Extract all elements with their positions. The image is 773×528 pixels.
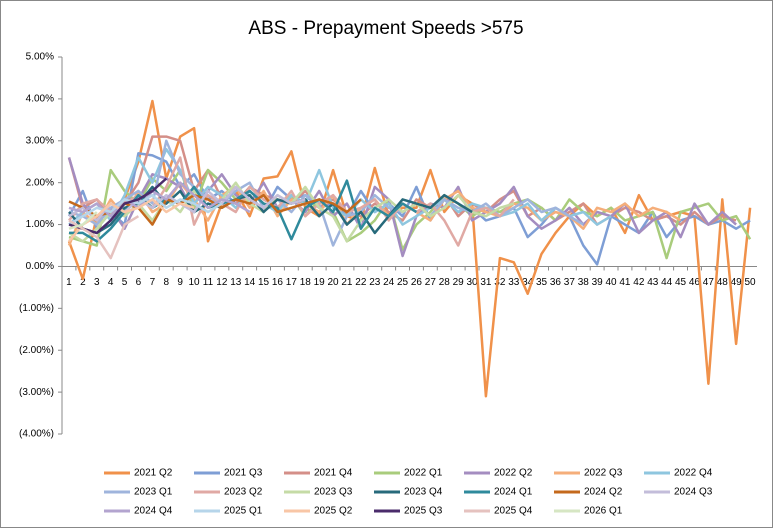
y-tick-label: (2.00%) <box>19 345 54 356</box>
x-tick-label: 9 <box>177 277 183 288</box>
series-line <box>68 193 223 226</box>
x-tick-label: 5 <box>122 277 128 288</box>
x-tick-label: 4 <box>108 277 114 288</box>
x-tick-label: 39 <box>592 277 604 288</box>
legend-label: 2024 Q3 <box>674 487 713 498</box>
x-tick-label: 41 <box>619 277 631 288</box>
x-tick-label: 38 <box>578 277 590 288</box>
x-tick-label: 20 <box>327 277 339 288</box>
y-tick-label: (4.00%) <box>19 429 54 440</box>
x-tick-label: 40 <box>605 277 617 288</box>
x-tick-label: 15 <box>258 277 270 288</box>
series-line <box>68 215 140 260</box>
legend-label: 2025 Q4 <box>494 506 533 517</box>
y-tick-label: 4.00% <box>26 94 54 105</box>
x-tick-label: 22 <box>355 277 367 288</box>
x-tick-label: 30 <box>466 277 478 288</box>
legend-label: 2022 Q3 <box>584 468 623 479</box>
x-tick-label: 13 <box>230 277 242 288</box>
legend-label: 2024 Q2 <box>584 487 623 498</box>
x-tick-label: 49 <box>731 277 743 288</box>
legend-label: 2024 Q1 <box>494 487 533 498</box>
legend-label: 2021 Q2 <box>134 468 173 479</box>
series-line <box>68 211 98 230</box>
x-tick-label: 48 <box>717 277 729 288</box>
x-tick-label: 25 <box>397 277 409 288</box>
legend-label: 2026 Q1 <box>584 506 623 517</box>
x-tick-label: 36 <box>550 277 562 288</box>
legend-label: 2025 Q3 <box>404 506 443 517</box>
x-tick-label: 23 <box>369 277 381 288</box>
x-tick-label: 17 <box>286 277 298 288</box>
legend-label: 2023 Q4 <box>404 487 443 498</box>
x-tick-label: 14 <box>244 277 256 288</box>
x-tick-label: 26 <box>411 277 423 288</box>
x-tick-label: 33 <box>508 277 520 288</box>
x-tick-label: 2 <box>80 277 86 288</box>
x-tick-label: 3 <box>94 277 100 288</box>
x-tick-label: 47 <box>703 277 715 288</box>
x-tick-label: 7 <box>150 277 156 288</box>
x-tick-label: 11 <box>203 277 214 288</box>
series-line <box>68 198 195 243</box>
legend-label: 2021 Q3 <box>224 468 263 479</box>
legend-label: 2022 Q1 <box>404 468 443 479</box>
x-tick-label: 43 <box>647 277 659 288</box>
legend-label: 2024 Q4 <box>134 506 173 517</box>
x-tick-label: 24 <box>383 277 395 288</box>
legend-label: 2025 Q2 <box>314 506 353 517</box>
legend-label: 2023 Q3 <box>314 487 353 498</box>
x-tick-label: 18 <box>300 277 312 288</box>
x-tick-label: 19 <box>314 277 326 288</box>
y-tick-label: (1.00%) <box>19 303 54 314</box>
x-tick-label: 42 <box>633 277 645 288</box>
x-tick-label: 45 <box>675 277 687 288</box>
x-tick-label: 46 <box>689 277 701 288</box>
y-tick-label: 3.00% <box>26 135 54 146</box>
y-tick-label: 2.00% <box>26 177 54 188</box>
x-tick-label: 37 <box>564 277 576 288</box>
x-tick-label: 32 <box>494 277 506 288</box>
x-tick-label: 6 <box>136 277 142 288</box>
x-tick-label: 50 <box>744 277 756 288</box>
x-tick-label: 27 <box>425 277 437 288</box>
series-line <box>67 135 737 226</box>
x-tick-label: 31 <box>480 277 492 288</box>
x-tick-label: 44 <box>661 277 673 288</box>
legend-label: 2025 Q1 <box>224 506 263 517</box>
x-tick-label: 28 <box>439 277 451 288</box>
legend-label: 2023 Q1 <box>134 487 173 498</box>
legend-label: 2022 Q2 <box>494 468 533 479</box>
legend-label: 2021 Q4 <box>314 468 353 479</box>
y-tick-label: 5.00% <box>26 52 54 63</box>
legend-label: 2022 Q4 <box>674 468 713 479</box>
y-tick-label: (3.00%) <box>19 387 54 398</box>
x-tick-label: 16 <box>272 277 284 288</box>
y-tick-label: 1.00% <box>26 219 54 230</box>
x-tick-label: 21 <box>341 277 353 288</box>
y-tick-label: 0.00% <box>26 261 54 272</box>
x-tick-label: 1 <box>66 277 72 288</box>
x-tick-label: 29 <box>453 277 465 288</box>
x-tick-label: 12 <box>216 277 228 288</box>
x-tick-label: 34 <box>522 277 534 288</box>
series-line <box>68 181 251 218</box>
x-tick-label: 8 <box>163 277 169 288</box>
legend-label: 2023 Q2 <box>224 487 263 498</box>
x-tick-label: 10 <box>188 277 200 288</box>
x-tick-label: 35 <box>536 277 548 288</box>
chart-title: ABS - Prepayment Speeds >575 <box>248 18 523 39</box>
